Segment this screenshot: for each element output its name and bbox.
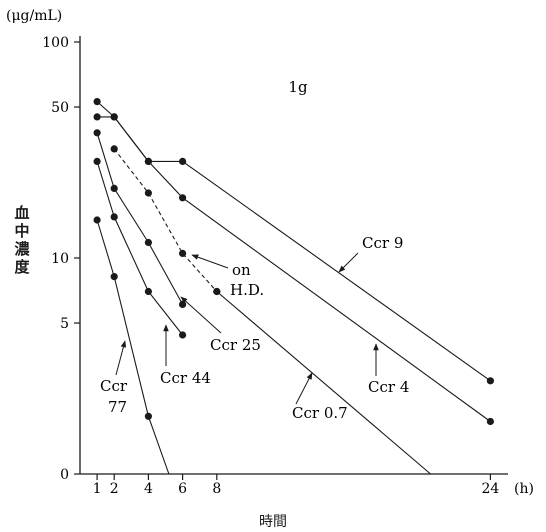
series-line-0 xyxy=(96,101,491,382)
series-line-6 xyxy=(216,291,431,475)
series-1-point-1 xyxy=(110,113,118,121)
series-4-point-0 xyxy=(93,216,101,224)
x-axis-label: 時間 xyxy=(259,514,287,530)
annotation-6: Ccr 0.7 xyxy=(292,404,348,422)
x-tick-label-1: 2 xyxy=(110,481,119,497)
x-tick-label-3: 6 xyxy=(178,481,187,497)
annotation-1: on xyxy=(232,261,251,279)
annotation-8: 77 xyxy=(108,398,127,416)
annotation-arrow-1 xyxy=(191,254,229,269)
annotation-5: Ccr 44 xyxy=(160,369,211,387)
annotation-arrow-5 xyxy=(295,372,313,405)
y-tick-label-4: 0 xyxy=(60,467,69,483)
annotation-3: Ccr 4 xyxy=(368,378,409,396)
x-tick-label-2: 4 xyxy=(144,481,153,497)
series-3-point-2 xyxy=(144,287,152,296)
y-unit-label: (μg/mL) xyxy=(6,8,62,24)
series-3-point-1 xyxy=(110,213,118,221)
series-1-point-0 xyxy=(93,113,101,121)
series-line-3 xyxy=(96,161,184,336)
series-line-1 xyxy=(97,116,491,422)
annotation-2: H.D. xyxy=(230,281,264,299)
annotation-layer: Ccr 9 on H.D. Ccr 4 Ccr 25 Ccr 44 Ccr 0.7 Ccr 77 xyxy=(100,234,409,422)
series-0-point-3 xyxy=(179,157,187,165)
series-5-point-2 xyxy=(179,249,187,257)
annotation-arrow-3 xyxy=(180,296,222,334)
series-1-point-4 xyxy=(486,417,494,426)
x-tick-label-4: 8 xyxy=(212,481,221,497)
series-0-point-0 xyxy=(93,98,101,106)
series-2-point-3 xyxy=(179,300,187,308)
series-4-point-1 xyxy=(110,273,118,281)
annotation-7: Ccr xyxy=(100,377,128,395)
series-1-point-2 xyxy=(144,157,152,165)
series-1-point-3 xyxy=(179,194,187,202)
y-tick-label-0: 100 xyxy=(42,35,69,51)
x-tick-label-5: 24 xyxy=(481,481,499,497)
series-5-point-1 xyxy=(144,189,152,197)
series-2-point-1 xyxy=(110,184,118,192)
series-2-point-0 xyxy=(93,129,101,137)
series-6-point-0 xyxy=(213,287,221,296)
series-0-point-4 xyxy=(486,377,494,385)
x-tick-label-0: 1 xyxy=(93,481,102,497)
x-unit-label: (h) xyxy=(514,481,534,497)
series-4-point-2 xyxy=(144,412,152,420)
series-3-point-3 xyxy=(179,331,187,339)
y-tick-label-1: 50 xyxy=(51,100,69,116)
series-line-5 xyxy=(113,148,218,292)
annotation-0: Ccr 9 xyxy=(362,234,403,252)
annotation-4: Ccr 25 xyxy=(210,336,261,354)
annotation-arrow-6 xyxy=(115,340,127,376)
series-5-point-0 xyxy=(110,145,118,153)
y-tick-label-3: 5 xyxy=(60,316,69,332)
chart-title: 1g xyxy=(288,78,308,96)
series-line-4 xyxy=(96,219,170,475)
marker-layer xyxy=(93,98,494,426)
y-tick-label-2: 10 xyxy=(51,251,69,267)
y-axis-label: 血中濃度 xyxy=(14,204,30,276)
series-2-point-2 xyxy=(144,238,152,247)
series-line-2 xyxy=(96,132,184,305)
series-3-point-0 xyxy=(93,157,101,165)
annotation-arrow-0 xyxy=(338,252,359,273)
